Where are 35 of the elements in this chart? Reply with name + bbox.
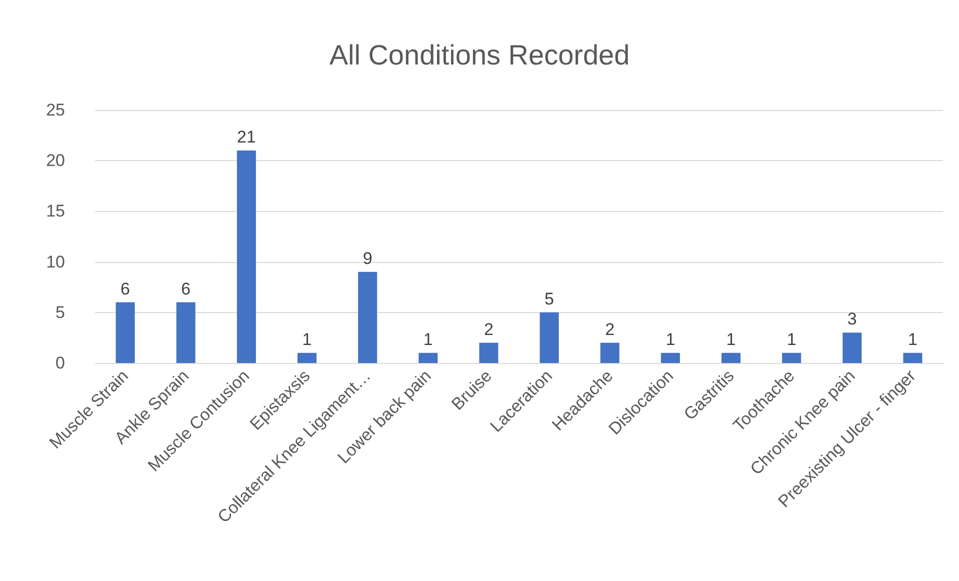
y-tick-label: 25 <box>46 100 65 120</box>
data-label: 1 <box>726 330 736 349</box>
bar <box>722 352 740 363</box>
y-tick-label: 10 <box>46 252 65 272</box>
bar <box>782 352 802 363</box>
bar <box>418 352 438 363</box>
bar <box>116 302 135 363</box>
bar <box>842 332 862 363</box>
data-label: 3 <box>847 310 857 329</box>
chart-title: All Conditions Recorded <box>329 40 630 70</box>
data-label: 6 <box>181 279 191 298</box>
bar <box>540 312 559 363</box>
data-label: 1 <box>786 330 796 349</box>
data-label: 21 <box>236 127 256 146</box>
data-label: 5 <box>544 289 554 308</box>
bar <box>298 352 316 363</box>
bar <box>903 352 922 363</box>
y-tick-label: 15 <box>46 202 65 221</box>
bar <box>660 352 680 363</box>
data-label: 2 <box>605 320 615 339</box>
data-label: 1 <box>908 330 918 349</box>
data-label: 1 <box>302 330 312 349</box>
bar <box>600 342 620 363</box>
bar <box>358 272 378 363</box>
y-tick-label: 5 <box>56 302 65 322</box>
data-label: 6 <box>120 279 130 298</box>
bar <box>236 150 256 363</box>
y-tick-label: 20 <box>46 151 65 170</box>
data-label: 9 <box>362 248 372 268</box>
data-label: 1 <box>423 330 433 349</box>
data-label: 2 <box>484 320 494 339</box>
y-tick-label: 0 <box>56 354 65 372</box>
data-label: 1 <box>666 330 676 349</box>
bar <box>479 342 498 363</box>
bar <box>176 302 196 363</box>
